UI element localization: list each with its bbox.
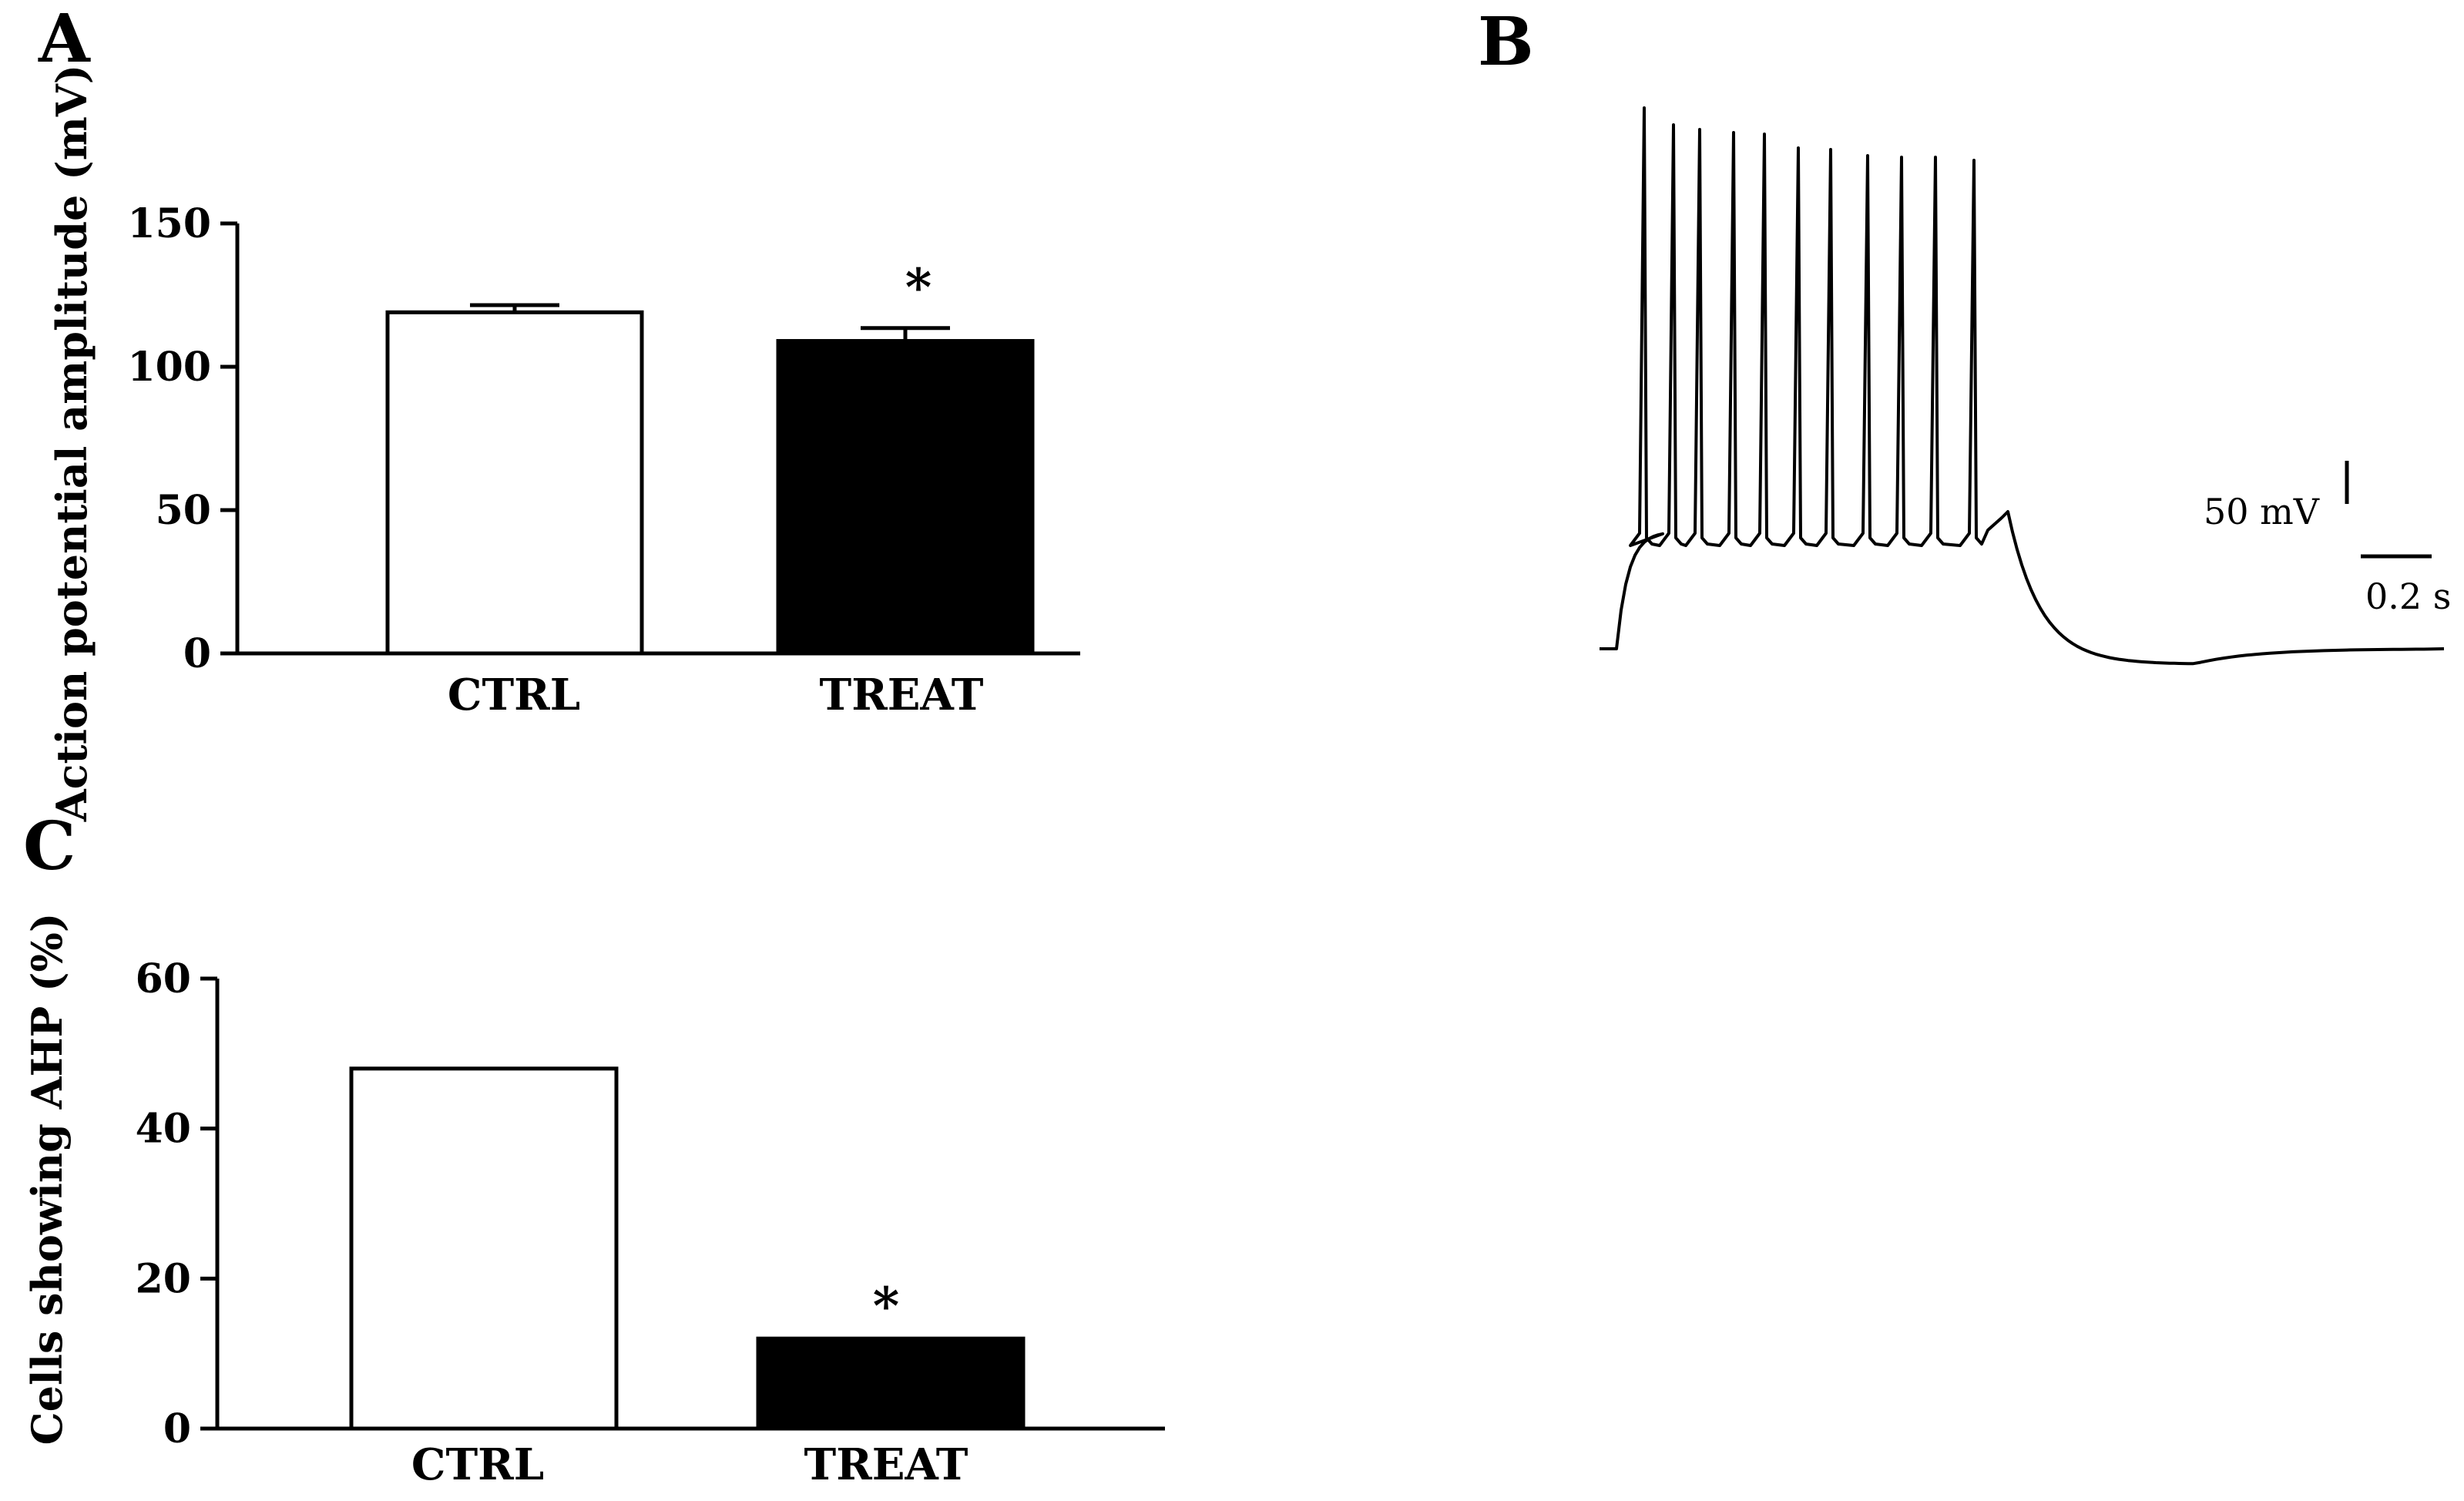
panel-c-significance-star: * xyxy=(873,1276,900,1336)
time-scale-label: 0.2 s xyxy=(2365,576,2451,617)
panel-c-y-tick-label: 20 xyxy=(136,1255,191,1302)
panel-b-voltage-trace: 50 mV 0.2 s xyxy=(1600,106,2451,666)
panel-c-y-tick-label: 40 xyxy=(136,1106,191,1153)
voltage-scale-label: 50 mV xyxy=(2204,491,2320,532)
panel-letter-a: A xyxy=(38,0,91,78)
panel-c-y-tick-label: 0 xyxy=(163,1405,191,1452)
panel-a-y-tick-label: 50 xyxy=(156,487,211,534)
panel-a-y-tick-label: 100 xyxy=(127,344,211,391)
membrane-voltage-trace xyxy=(1600,106,2445,666)
panel-c-bar-chart: Cells showing AHP (%) 0 20 40 60 CTRL TREAT… xyxy=(22,913,1165,1490)
panel-c-x-label-ctrl: CTRL xyxy=(411,1439,544,1490)
panel-a-y-tick-label: 150 xyxy=(127,200,211,247)
panel-a-y-axis-label: Action potential amplitude (mV) xyxy=(47,65,96,823)
panel-c-bar-ctrl xyxy=(349,1066,619,1431)
panel-c-y-axis-label: Cells showing AHP (%) xyxy=(22,913,72,1446)
panel-letter-c: C xyxy=(23,808,76,885)
panel-a-bar-ctrl xyxy=(385,310,644,656)
panel-letter-b: B xyxy=(1478,3,1534,81)
panel-a-y-tick-label: 0 xyxy=(183,630,211,677)
panel-a-bar-treat xyxy=(776,339,1035,656)
panel-c-x-label-treat: TREAT xyxy=(804,1439,968,1490)
panel-c-bar-treat xyxy=(756,1336,1026,1431)
panel-c-y-tick-label: 60 xyxy=(136,955,191,1002)
panel-a-bar-chart: Action potential amplitude (mV) 0 50 100 15… xyxy=(47,65,1080,823)
panel-a-significance-star: * xyxy=(905,257,932,317)
panel-a-x-label-ctrl: CTRL xyxy=(448,670,580,720)
panel-a-x-label-treat: TREAT xyxy=(820,670,984,720)
